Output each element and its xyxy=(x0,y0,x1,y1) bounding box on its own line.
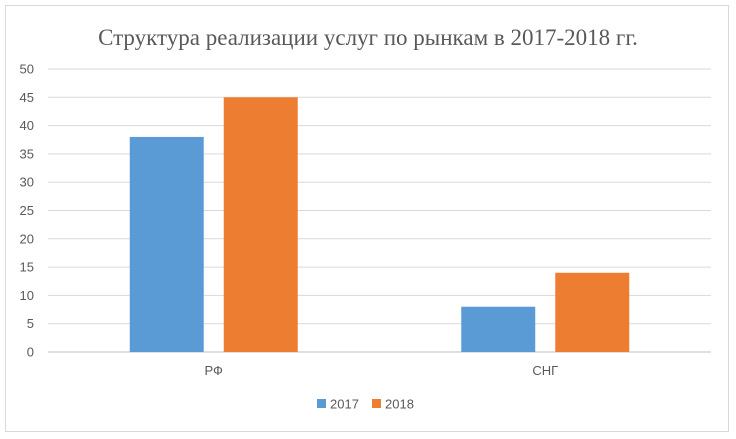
legend: 2017 2018 xyxy=(317,397,414,412)
bar-2017-0 xyxy=(129,136,204,352)
chart-title: Структура реализации услуг по рынкам в 2… xyxy=(98,25,638,50)
bar-2018-0 xyxy=(223,97,298,352)
x-tick-label: СНГ xyxy=(532,363,558,378)
legend-label: 2018 xyxy=(385,397,414,412)
y-tick-label: 0 xyxy=(27,345,34,360)
y-tick-label: 25 xyxy=(20,203,34,218)
y-tick-label: 15 xyxy=(20,260,34,275)
y-tick-label: 35 xyxy=(20,146,34,161)
y-tick-label: 40 xyxy=(20,118,34,133)
x-tick-label: РФ xyxy=(205,363,224,378)
y-tick-label: 20 xyxy=(20,231,34,246)
y-tick-label: 30 xyxy=(20,175,34,190)
bar-2017-1 xyxy=(461,306,536,352)
y-axis-tick-labels: 0 5 10 15 20 25 30 35 40 45 50 xyxy=(20,62,34,360)
legend-swatch xyxy=(317,399,326,408)
bar-2018-1 xyxy=(555,272,630,352)
y-tick-label: 5 xyxy=(27,316,34,331)
y-tick-label: 10 xyxy=(20,288,34,303)
legend-label: 2017 xyxy=(330,397,359,412)
chart-frame xyxy=(5,5,729,432)
legend-swatch xyxy=(372,399,381,408)
y-tick-label: 45 xyxy=(20,90,34,105)
y-tick-label: 50 xyxy=(20,62,34,77)
bars xyxy=(129,97,630,352)
x-axis-tick-labels: РФ СНГ xyxy=(205,363,559,378)
